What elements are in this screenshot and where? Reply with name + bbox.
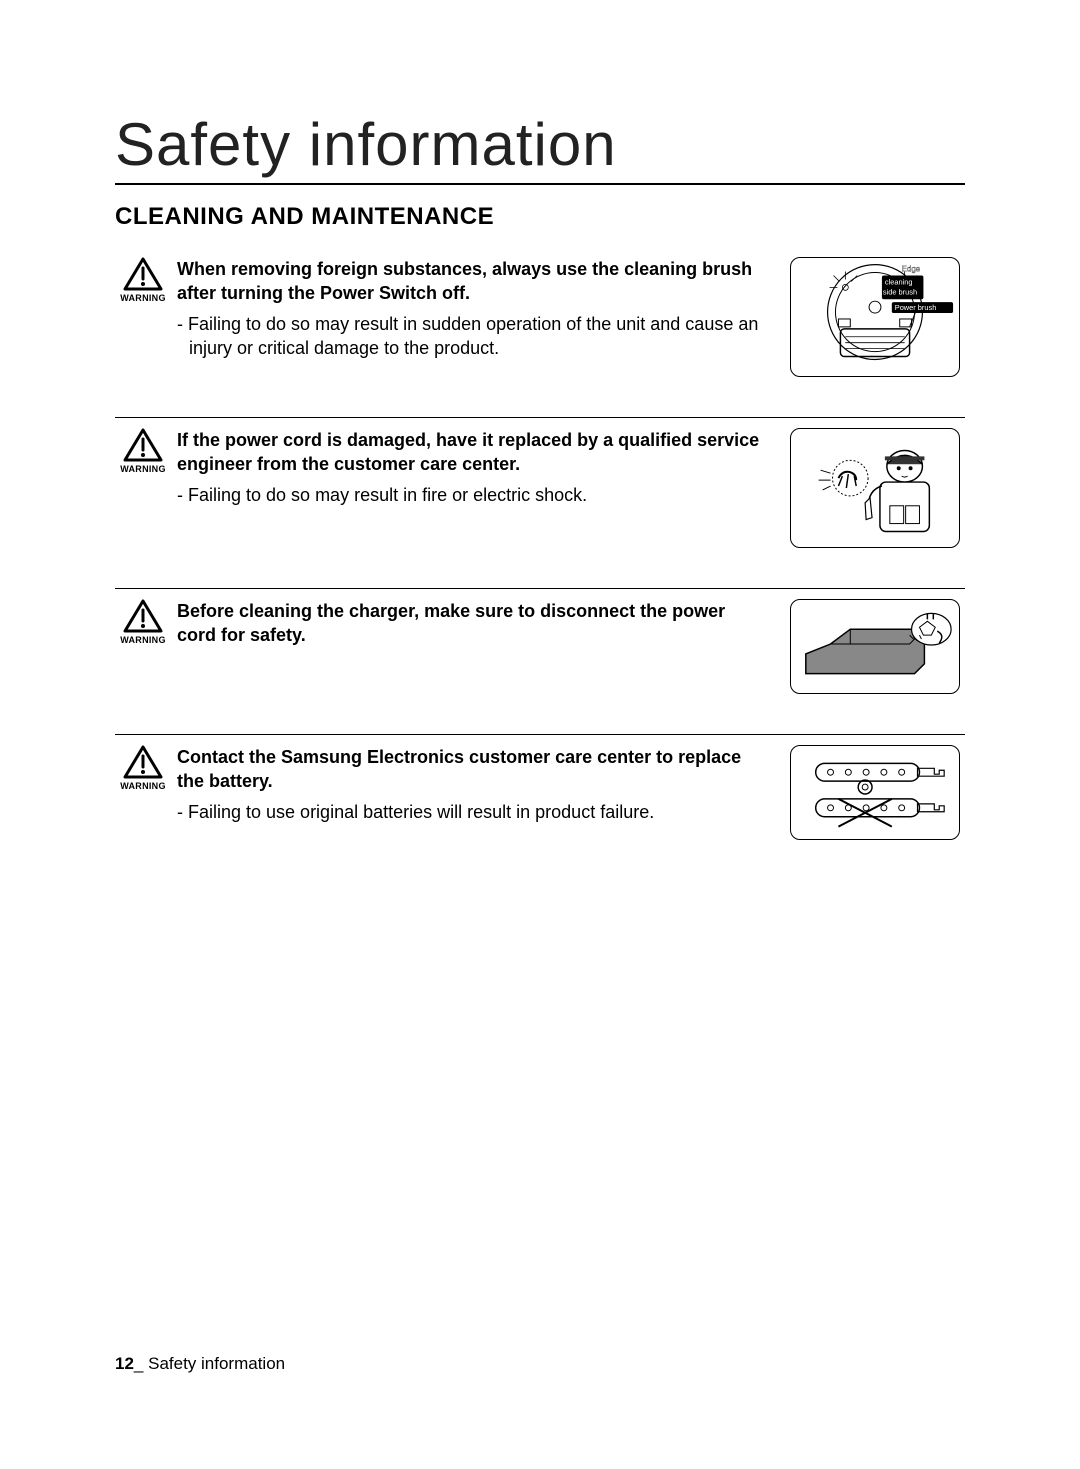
illustration-battery	[790, 745, 960, 840]
illustration-unplug-charger	[790, 599, 960, 694]
page-title: Safety information	[115, 110, 965, 185]
svg-text:Power brush: Power brush	[895, 303, 937, 312]
warning-icon-column: WARNING	[115, 428, 171, 548]
warning-bold-text: Contact the Samsung Electronics customer…	[177, 745, 765, 794]
warning-text: Contact the Samsung Electronics customer…	[171, 745, 785, 840]
page-number: 12	[115, 1354, 134, 1373]
warning-text: If the power cord is damaged, have it re…	[171, 428, 785, 548]
warning-item: WARNING Before cleaning the charger, mak…	[115, 588, 965, 694]
illustration-technician	[790, 428, 960, 548]
warning-icon	[123, 745, 163, 779]
illustration-column	[785, 599, 965, 694]
footer-separator: _	[134, 1354, 148, 1373]
illustration-column	[785, 745, 965, 840]
warning-explain-text: - Failing to do so may result in fire or…	[177, 483, 765, 507]
warning-label: WARNING	[115, 464, 171, 474]
warning-label: WARNING	[115, 293, 171, 303]
section-heading: CLEANING AND MAINTENANCE	[115, 203, 965, 231]
svg-text:cleaning: cleaning	[885, 277, 913, 286]
page-footer: 12_ Safety information	[115, 1354, 285, 1374]
warning-icon-column: WARNING	[115, 257, 171, 377]
warning-text: When removing foreign substances, always…	[171, 257, 785, 377]
warning-explain-text: - Failing to do so may result in sudden …	[177, 312, 765, 361]
warning-bold-text: Before cleaning the charger, make sure t…	[177, 599, 765, 648]
illustration-label: Edge	[902, 265, 921, 274]
warning-label: WARNING	[115, 635, 171, 645]
warning-icon	[123, 428, 163, 462]
illustration-robot-underside: Edge cleaning side brush Power brush	[790, 257, 960, 377]
illustration-column: Edge cleaning side brush Power brush	[785, 257, 965, 377]
warning-icon-column: WARNING	[115, 599, 171, 694]
warning-item: WARNING Contact the Samsung Electronics …	[115, 734, 965, 840]
illustration-column	[785, 428, 965, 548]
warning-bold-text: If the power cord is damaged, have it re…	[177, 428, 765, 477]
warning-item: WARNING When removing foreign substances…	[115, 257, 965, 377]
warning-explain-text: - Failing to use original batteries will…	[177, 800, 765, 824]
warning-icon-column: WARNING	[115, 745, 171, 840]
warning-icon	[123, 599, 163, 633]
svg-text:side brush: side brush	[883, 287, 917, 296]
warning-item: WARNING If the power cord is damaged, ha…	[115, 417, 965, 548]
warning-icon	[123, 257, 163, 291]
warning-text: Before cleaning the charger, make sure t…	[171, 599, 785, 694]
footer-title: Safety information	[148, 1354, 285, 1373]
warning-bold-text: When removing foreign substances, always…	[177, 257, 765, 306]
warning-label: WARNING	[115, 781, 171, 791]
